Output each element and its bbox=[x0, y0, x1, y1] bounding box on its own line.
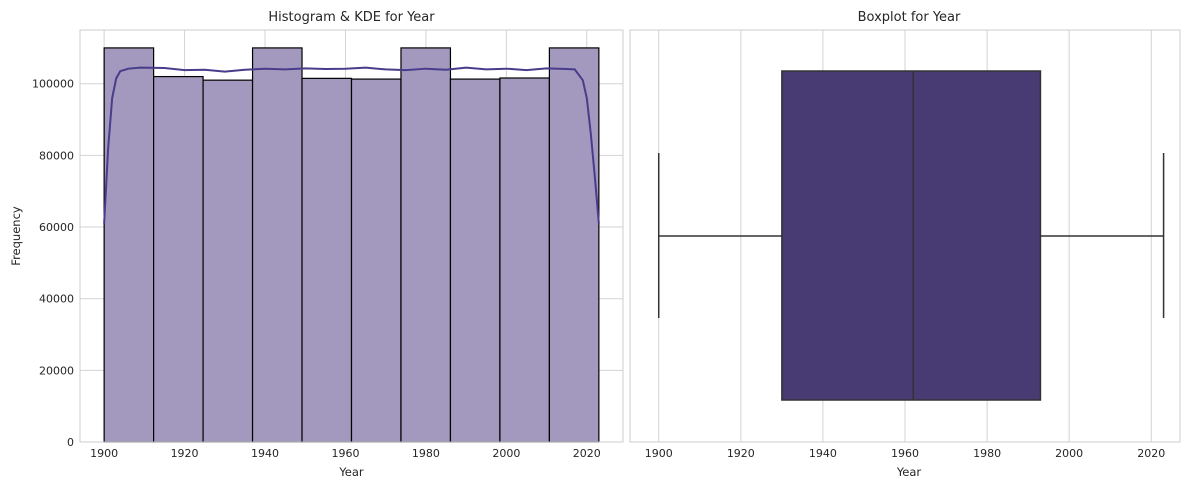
histogram-bar bbox=[449, 78, 501, 443]
histogram-y-tick-label: 60000 bbox=[39, 221, 74, 234]
boxplot-box bbox=[781, 70, 1042, 401]
histogram-x-axis-label: Year bbox=[338, 465, 364, 479]
kde-curve bbox=[103, 66, 600, 224]
histogram-bar bbox=[548, 47, 600, 443]
boxplot-x-tick-label: 1940 bbox=[809, 447, 837, 460]
histogram-bar bbox=[202, 79, 254, 443]
histogram-title: Histogram & KDE for Year bbox=[268, 10, 435, 25]
histogram-x-tick-label: 1980 bbox=[412, 447, 440, 460]
histogram-bar bbox=[400, 47, 452, 443]
histogram-bar bbox=[301, 77, 353, 443]
histogram-panel: Histogram & KDE for Year 1900 1920 1940 196… bbox=[9, 10, 624, 479]
boxplot-x-tick-label: 2020 bbox=[1137, 447, 1165, 460]
histogram-y-tick-label: 20000 bbox=[39, 364, 74, 377]
histogram-frame bbox=[79, 29, 624, 443]
histogram-y-ticks: 0 20000 40000 60000 80000 100000 bbox=[32, 78, 74, 449]
boxplot-x-tick-label: 2000 bbox=[1055, 447, 1083, 460]
histogram-x-tick-label: 1900 bbox=[90, 447, 118, 460]
histogram-bar bbox=[251, 47, 303, 443]
histogram-y-tick-label: 80000 bbox=[39, 149, 74, 162]
boxplot-panel: Boxplot for Year 1900 1920 1940 1960 1980 200… bbox=[629, 10, 1181, 479]
boxplot-x-axis-label: Year bbox=[896, 465, 922, 479]
histogram-bar bbox=[350, 78, 402, 443]
histogram-x-ticks: 1900 1920 1940 1960 1980 2000 2020 bbox=[90, 447, 601, 460]
histogram-y-tick-label: 40000 bbox=[39, 293, 74, 306]
histogram-bar bbox=[103, 47, 155, 443]
boxplot-x-tick-label: 1960 bbox=[891, 447, 919, 460]
histogram-x-tick-label: 1960 bbox=[331, 447, 359, 460]
histogram-bar bbox=[153, 75, 204, 443]
boxplot-x-ticks: 1900 1920 1940 1960 1980 2000 2020 bbox=[645, 447, 1166, 460]
boxplot-x-tick-label: 1900 bbox=[645, 447, 673, 460]
boxplot-frame bbox=[629, 29, 1181, 443]
histogram-x-tick-label: 1940 bbox=[251, 447, 279, 460]
histogram-x-tick-label: 2020 bbox=[573, 447, 601, 460]
histogram-bar bbox=[499, 77, 550, 443]
boxplot-x-tick-label: 1980 bbox=[973, 447, 1001, 460]
boxplot bbox=[657, 70, 1165, 401]
boxplot-x-tick-label: 1920 bbox=[727, 447, 755, 460]
histogram-x-tick-label: 2000 bbox=[492, 447, 520, 460]
histogram-y-axis-label: Frequency bbox=[9, 206, 23, 266]
histogram-bars bbox=[103, 47, 600, 443]
histogram-y-tick-label: 100000 bbox=[32, 78, 74, 91]
histogram-y-tick-label: 0 bbox=[67, 436, 74, 449]
boxplot-title: Boxplot for Year bbox=[858, 10, 961, 25]
histogram-x-tick-label: 1920 bbox=[171, 447, 199, 460]
